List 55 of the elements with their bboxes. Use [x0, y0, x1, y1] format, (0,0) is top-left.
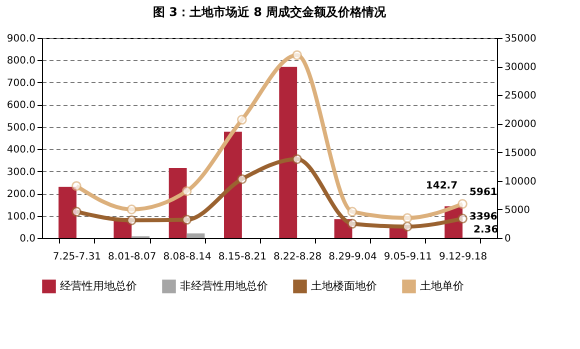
data-label: 142.7: [426, 180, 458, 192]
point: [347, 206, 358, 217]
data-label: 5961: [470, 186, 498, 198]
y2-tick-label: 30000: [504, 62, 536, 74]
point: [72, 181, 82, 191]
bar: [186, 233, 205, 238]
data-label: 2.36: [473, 224, 498, 236]
legend-label: 非经营性用地总价: [180, 279, 268, 292]
point: [236, 114, 247, 125]
point: [292, 154, 302, 164]
y-tick-label: 100.0: [6, 211, 36, 222]
data-label: 3396: [470, 212, 498, 223]
y-tick-label: 500.0: [6, 122, 36, 134]
point: [126, 204, 137, 214]
y-tick-label: 600.0: [6, 100, 36, 112]
y-tick-label: 800.0: [6, 56, 36, 67]
x-tick-label: 7.25-7.31: [52, 252, 102, 262]
y2-tick-label: 15000: [504, 148, 536, 159]
bar: [224, 132, 242, 238]
y-tick-label: 300.0: [6, 166, 36, 178]
y2-tick-label: 10000: [504, 176, 536, 188]
x-tick-label: 8.29-9.04: [328, 252, 377, 262]
point: [126, 215, 137, 226]
y-tick-label: 900.0: [6, 34, 36, 44]
y2-tick-label: 35000: [504, 34, 536, 44]
point: [292, 50, 302, 60]
legend-label: 经营性用地总价: [60, 279, 137, 292]
point: [458, 214, 468, 224]
point: [402, 222, 412, 232]
point: [182, 214, 192, 225]
y-tick-label: 700.0: [6, 78, 36, 89]
x-tick-label: 8.15-8.21: [218, 252, 266, 262]
legend-label: 土地单价: [420, 279, 464, 292]
chart-title: 图 3：土地市场近 8 周成交金额及价格情况: [152, 5, 388, 19]
point: [72, 206, 82, 217]
y2-tick-label: 0: [504, 234, 511, 244]
bar: [279, 66, 298, 238]
legend-label: 土地楼面地价: [311, 279, 377, 292]
point: [402, 213, 412, 223]
x-tick-label: 8.22-8.28: [274, 252, 322, 262]
x-tick-label: 8.01-8.07: [108, 252, 156, 262]
point: [347, 218, 358, 229]
bar: [58, 186, 76, 238]
y2-tick-label: 20000: [504, 119, 536, 130]
y2-tick-label: 5000: [504, 204, 530, 216]
point: [236, 174, 247, 184]
x-tick-label: 9.12-9.18: [438, 252, 488, 262]
y-tick-label: 400.0: [6, 144, 36, 156]
y-tick-label: 200.0: [6, 189, 36, 200]
x-tick-label: 8.08-8.14: [163, 252, 212, 262]
x-tick-label: 9.05-9.11: [384, 252, 432, 262]
point: [458, 199, 468, 209]
y-tick-label: 0.0: [20, 234, 36, 244]
y2-tick-label: 25000: [504, 90, 536, 102]
point: [182, 186, 192, 196]
